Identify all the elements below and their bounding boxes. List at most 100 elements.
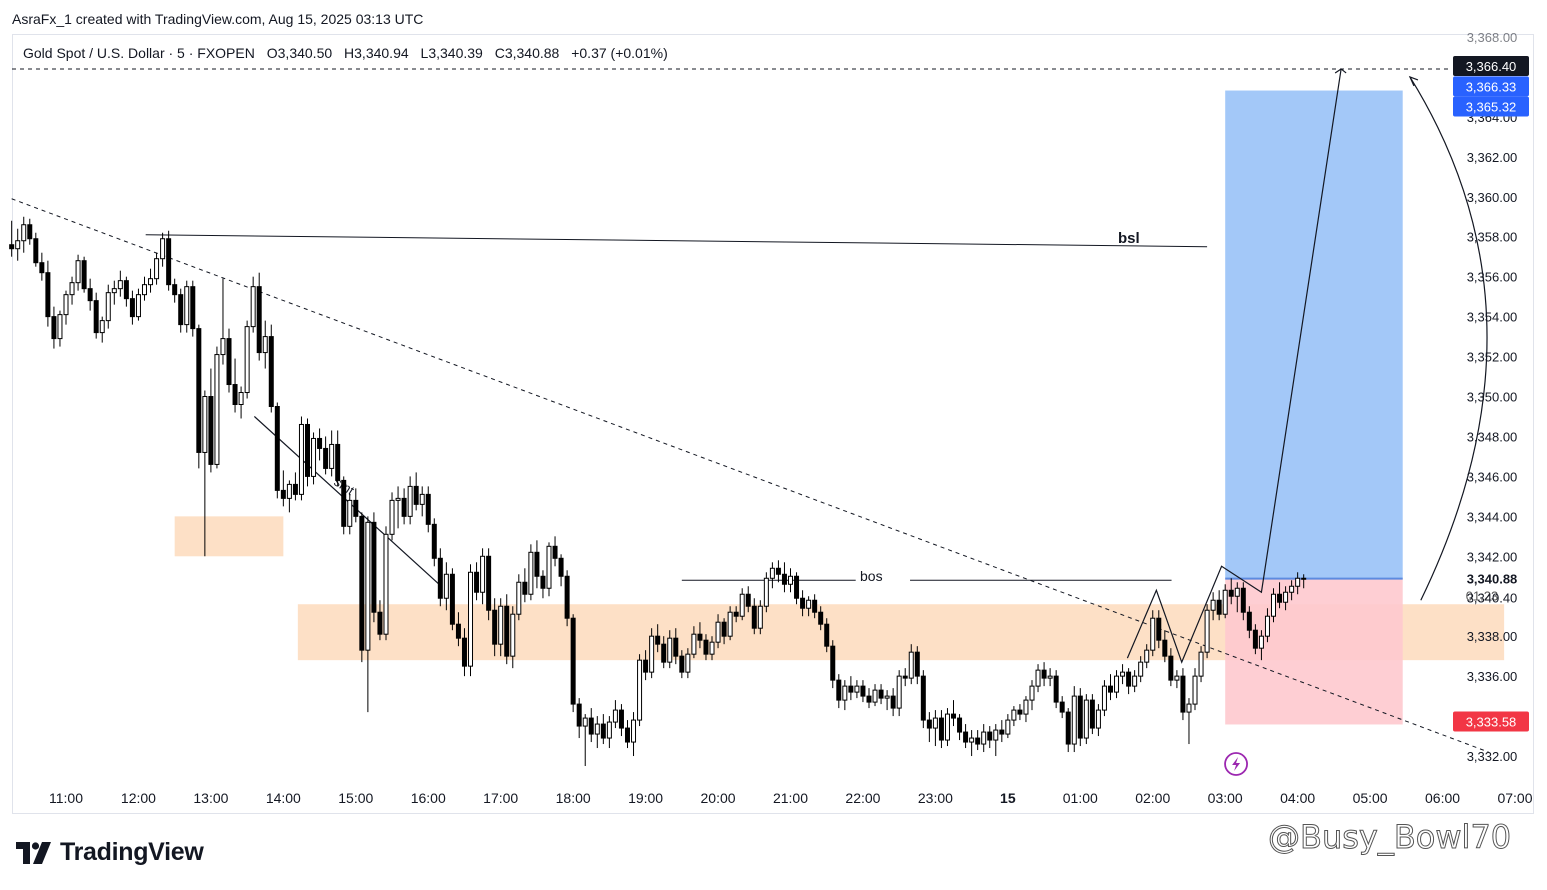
author-watermark: @Busy_Bowl70	[1267, 818, 1512, 857]
candle-down	[486, 555, 492, 611]
candle-up	[220, 338, 226, 356]
candle-down	[957, 717, 963, 733]
lightning-glyph	[1232, 757, 1241, 771]
candle-down	[274, 406, 280, 491]
candle-down	[280, 489, 286, 499]
tradingview-logo-text: TradingView	[60, 838, 204, 866]
level-price-label: 3,340.40	[1467, 590, 1518, 605]
candle-down	[558, 557, 564, 577]
candle-down	[474, 571, 480, 593]
candle-up	[594, 723, 600, 735]
candle-down	[703, 639, 709, 655]
candle-up	[1210, 599, 1216, 611]
candle-down	[824, 623, 830, 647]
candle-up	[854, 685, 860, 693]
candle-up	[1011, 709, 1017, 721]
target-price-label-1-bg	[1453, 76, 1529, 97]
candle-up	[1192, 675, 1198, 705]
candle-up	[546, 545, 552, 589]
candle-down	[196, 328, 202, 453]
x-tick-label: 18:00	[556, 790, 591, 806]
candle-up	[1095, 709, 1101, 729]
candle-down	[836, 679, 842, 701]
candle-down	[87, 288, 93, 302]
smt-line	[253, 416, 440, 585]
candle-up	[184, 286, 190, 326]
candle-down	[818, 611, 824, 625]
legend-symbol[interactable]: Gold Spot / U.S. Dollar · 5 · FXOPEN	[23, 45, 255, 61]
candle-up	[872, 689, 878, 703]
candle-down	[51, 316, 57, 340]
candle-up	[715, 621, 721, 643]
candle-up	[806, 599, 812, 609]
candle-down	[655, 635, 661, 645]
candle-down	[335, 443, 341, 481]
candle-down	[232, 384, 238, 406]
candle-up	[649, 635, 655, 673]
candle-up	[407, 485, 413, 517]
candle-down	[866, 695, 872, 703]
candle-down	[123, 280, 129, 300]
trendline-dashed	[11, 198, 1489, 753]
legend-open: O3,340.50	[266, 45, 333, 61]
candle-down	[377, 611, 383, 635]
candle-up	[1144, 649, 1150, 663]
candle-down	[1017, 709, 1023, 715]
curved-arrow-head	[1408, 75, 1419, 87]
candle-up	[329, 443, 335, 469]
curved-arrow	[1409, 76, 1488, 601]
candle-up	[769, 567, 775, 579]
candle-up	[528, 551, 534, 595]
candle-up	[606, 721, 612, 739]
y-tick-label: 3,332.00	[1467, 749, 1518, 764]
candle-down	[963, 731, 969, 743]
candle-down	[926, 719, 932, 729]
candle-up	[908, 651, 914, 679]
legend-high: H3,340.94	[344, 45, 409, 61]
candle-up	[383, 533, 389, 635]
chart-credit: AsraFx_1 created with TradingView.com, A…	[12, 11, 424, 27]
candle-down	[317, 437, 323, 449]
candle-down	[371, 521, 377, 613]
candle-up	[365, 521, 371, 651]
candle-down	[920, 675, 926, 721]
x-tick-label: 16:00	[411, 790, 446, 806]
x-tick-label: 17:00	[483, 790, 518, 806]
candle-up	[757, 605, 763, 629]
y-tick-label: 3,352.00	[1467, 350, 1518, 365]
candle-up	[1029, 685, 1035, 701]
candle-down	[359, 515, 365, 651]
x-tick-label: 07:00	[1497, 790, 1532, 806]
candle-up	[944, 713, 950, 741]
candle-up	[1005, 719, 1011, 735]
candle-down	[461, 637, 467, 667]
candle-down	[860, 685, 866, 697]
candle-up	[480, 555, 486, 593]
candle-up	[214, 354, 220, 465]
candle-up	[932, 717, 938, 729]
candle-up	[21, 224, 27, 242]
target-price-label-2: 3,365.32	[1466, 100, 1517, 115]
candle-up	[286, 483, 292, 499]
candle-down	[268, 336, 274, 407]
candle-down	[902, 675, 908, 679]
x-tick-label: 04:00	[1280, 790, 1315, 806]
y-tick-label: 3,346.00	[1467, 469, 1518, 484]
tradingview-logo-icon	[16, 841, 51, 864]
x-tick-label: 12:00	[121, 790, 156, 806]
candle-up	[1264, 615, 1270, 637]
tradingview-logo[interactable]: TradingView	[16, 838, 204, 867]
candle-up	[1283, 591, 1289, 603]
legend-close: C3,340.88	[494, 45, 560, 61]
candle-down	[431, 523, 437, 559]
candle-down	[1216, 599, 1222, 615]
candle-up	[1114, 675, 1120, 693]
demand-zone-0	[174, 516, 284, 557]
candle-down	[733, 611, 739, 617]
candle-up	[105, 292, 111, 322]
candle-down	[33, 238, 39, 264]
candle-up	[160, 238, 166, 260]
candle-down	[449, 573, 455, 625]
candle-down	[437, 557, 443, 599]
